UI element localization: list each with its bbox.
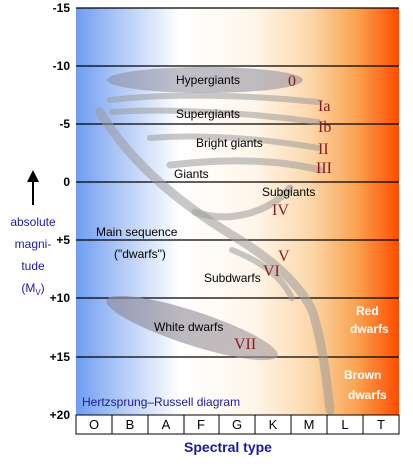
- y-axis-symbol: (MV): [21, 281, 44, 297]
- tick-plus5: +5: [56, 233, 70, 247]
- label-hypergiants: Hypergiants: [176, 73, 240, 87]
- label-main-sequence: Main sequence: [96, 225, 178, 239]
- class-v: V: [278, 248, 290, 265]
- main-sequence-band: [95, 107, 335, 415]
- hypergiant-band: [107, 67, 303, 93]
- label-giants: Giants: [174, 167, 209, 181]
- label-supergiants: Supergiants: [176, 107, 240, 121]
- magnitude-gridlines: [76, 7, 399, 358]
- tick-0: 0: [63, 175, 70, 189]
- tick-plus15: +15: [50, 350, 71, 364]
- luminosity-class-labels: 0 Ia Ib II III IV V VI VII: [234, 73, 332, 353]
- spectral-class-o: O: [89, 417, 99, 432]
- tick-minus15: -15: [53, 1, 71, 15]
- x-axis-title: Spectral type: [184, 439, 272, 455]
- cool-dwarf-labels: Red dwarfs Brown dwarfs: [344, 304, 389, 402]
- label-red-dwarfs-1: Red: [356, 304, 379, 318]
- class-ia: Ia: [318, 98, 330, 115]
- y-axis-label-line-2: magni-: [15, 237, 52, 251]
- y-axis-label-line-3: tude: [21, 259, 45, 273]
- tick-plus20: +20: [50, 408, 71, 422]
- giant-band: [166, 157, 324, 174]
- label-subdwarfs: Subdwarfs: [204, 271, 261, 285]
- supergiant-band-ia: [107, 92, 321, 105]
- bright-giant-band: [147, 133, 321, 151]
- label-brown-dwarfs-2: dwarfs: [348, 388, 387, 402]
- y-axis-label-line-1: absolute: [10, 215, 56, 229]
- class-ii: II: [318, 141, 329, 158]
- class-vi: VI: [263, 263, 280, 280]
- label-white-dwarfs: White dwarfs: [154, 320, 223, 334]
- label-subgiants: Subgiants: [262, 185, 315, 199]
- label-dwarfs: ("dwarfs"): [114, 247, 166, 261]
- label-red-dwarfs-2: dwarfs: [350, 322, 389, 336]
- spectral-class-g: G: [232, 417, 242, 432]
- subdwarf-band: [229, 247, 295, 301]
- y-axis-arrow: [27, 170, 39, 205]
- white-dwarf-band: [106, 295, 278, 361]
- spectral-strip: O B A F G K M L T: [75, 414, 400, 435]
- spectral-strip-frame: [75, 414, 400, 435]
- magnitude-ticks: -15 -10 -5 0 +5 +10 +15 +20: [50, 1, 71, 422]
- supergiant-band-ib: [109, 107, 321, 125]
- tick-minus10: -10: [53, 59, 71, 73]
- spectral-class-k: K: [269, 417, 278, 432]
- tick-minus5: -5: [59, 117, 70, 131]
- region-labels: Hypergiants Supergiants Bright giants Gi…: [96, 73, 315, 334]
- spectral-class-f: F: [197, 417, 205, 432]
- y-axis-title: absolute magni- tude (MV): [10, 215, 56, 297]
- class-0: 0: [288, 73, 296, 90]
- class-vii: VII: [234, 336, 256, 353]
- label-bright-giants: Bright giants: [196, 136, 263, 150]
- spectral-class-b: B: [126, 417, 135, 432]
- label-brown-dwarfs-1: Brown: [344, 368, 381, 382]
- class-ib: Ib: [318, 119, 331, 136]
- arrow-up-icon: [27, 170, 39, 182]
- spectral-class-a: A: [162, 417, 171, 432]
- diagram-title: Hertzsprung–Russell diagram: [82, 395, 240, 409]
- spectral-class-m: M: [304, 417, 315, 432]
- spectral-class-l: L: [341, 417, 348, 432]
- tick-plus10: +10: [50, 291, 71, 305]
- population-bands: [95, 67, 335, 415]
- class-iv: IV: [272, 202, 289, 219]
- class-iii: III: [316, 160, 332, 177]
- spectral-class-t: T: [377, 417, 385, 432]
